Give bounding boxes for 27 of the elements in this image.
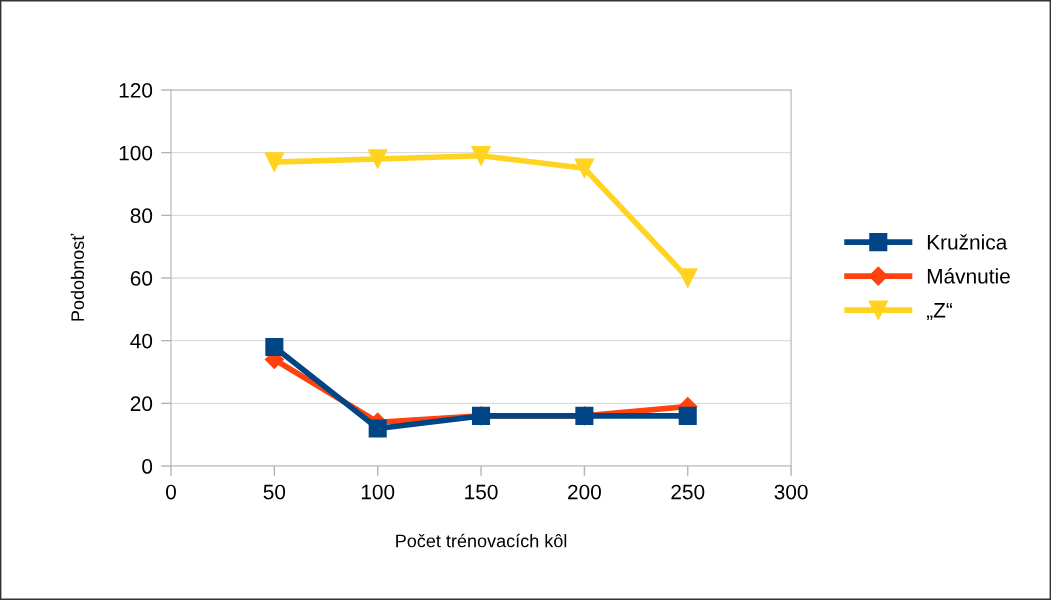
point — [264, 152, 285, 172]
x-tick-label: 300 — [774, 484, 808, 500]
point — [574, 158, 595, 179]
y-tick-label: 120 — [119, 83, 153, 98]
y-tick-label: 20 — [130, 396, 153, 412]
y-tick-label: 100 — [119, 145, 153, 161]
point — [678, 268, 698, 288]
x-tick-label: 250 — [671, 484, 705, 500]
y-tick-label: 0 — [142, 459, 153, 474]
point — [368, 419, 387, 438]
y-axis-title: Podobnosť — [70, 233, 85, 321]
legend-label: Mávnutie — [927, 268, 1010, 284]
legend-label: „Z“ — [926, 303, 953, 321]
x-tick-label: 200 — [568, 484, 601, 500]
x-tick-label: 150 — [465, 484, 498, 500]
point — [265, 337, 284, 356]
x-tick-label: 50 — [263, 484, 286, 500]
point — [367, 149, 388, 169]
y-tick-label: 40 — [130, 333, 153, 349]
legend-label: Kružnica — [927, 234, 1008, 250]
point — [471, 146, 491, 166]
y-tick-label: 80 — [130, 208, 153, 224]
x-axis-title: Počet trénovacích kôl — [396, 533, 567, 548]
point — [678, 406, 697, 425]
x-tick-label: 100 — [361, 484, 395, 500]
x-tick-label: 0 — [166, 484, 176, 500]
y-tick-label: 60 — [130, 271, 153, 286]
